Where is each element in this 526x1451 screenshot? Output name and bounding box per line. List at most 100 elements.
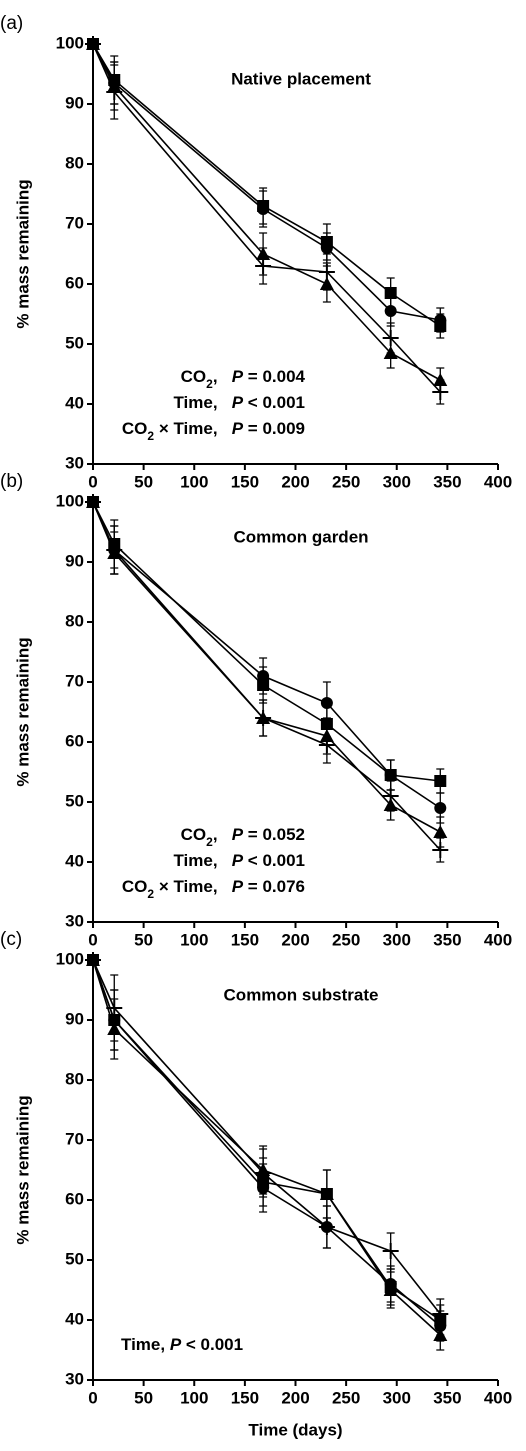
marker-triangle [383, 1283, 398, 1296]
y-tick-label: 60 [65, 731, 84, 750]
marker-cross [106, 1000, 123, 1016]
marker-triangle [319, 1187, 334, 1200]
marker-cross [318, 264, 335, 280]
marker-cross [255, 1165, 272, 1181]
series-line [92, 501, 441, 782]
marker-circle [257, 670, 270, 682]
y-tick-label: 100 [56, 949, 84, 968]
annotation: Time, P < 0.001 [121, 1335, 243, 1354]
annotation: Time, P < 0.001 [173, 851, 305, 870]
marker-circle [384, 305, 397, 317]
annotation: CO2 × Time, P = 0.076 [122, 877, 305, 901]
marker-cross [432, 842, 449, 858]
y-tick-label: 80 [65, 611, 84, 630]
y-tick-label: 40 [65, 393, 84, 412]
annotation-part: P [232, 825, 244, 844]
annotation: CO2, P = 0.004 [181, 367, 306, 391]
annotation-part: 2 [206, 377, 213, 391]
annotation-part: CO [181, 367, 207, 386]
annotation-part: P [232, 393, 244, 412]
y-tick-label: 40 [65, 851, 84, 870]
marker-circle [320, 697, 333, 709]
marker-triangle [433, 1328, 448, 1341]
marker-cross [382, 1243, 399, 1259]
marker-cross [85, 36, 101, 52]
marker-cross [382, 788, 399, 804]
x-tick-label: 0 [88, 472, 97, 491]
y-tick-label: 100 [56, 491, 84, 510]
series-line [92, 43, 441, 393]
y-tick-label: 60 [65, 1189, 84, 1208]
x-tick-label: 300 [383, 930, 411, 949]
marker-circle [384, 769, 397, 781]
x-tick-label: 150 [231, 1388, 259, 1407]
annotation-part: Time, [121, 1335, 170, 1354]
marker-cross [432, 384, 449, 400]
y-tick-label: 80 [65, 1069, 84, 1088]
series-line [92, 959, 441, 1336]
x-tick-label: 200 [281, 472, 309, 491]
marker-cross [255, 710, 272, 726]
annotation: CO2, P = 0.052 [181, 825, 305, 849]
annotation-part: , [213, 367, 232, 386]
y-tick-label: 90 [65, 551, 84, 570]
series-line [92, 501, 441, 851]
x-tick-label: 400 [484, 472, 512, 491]
marker-triangle [433, 825, 448, 838]
annotation-part: = 0.052 [243, 825, 305, 844]
y-tick-label: 30 [65, 453, 84, 472]
x-tick-label: 400 [484, 930, 512, 949]
y-tick-label: 70 [65, 671, 84, 690]
marker-cross [318, 1219, 335, 1235]
x-tick-label: 0 [88, 1388, 97, 1407]
y-tick-label: 70 [65, 1129, 84, 1148]
x-tick-label: 0 [88, 930, 97, 949]
annotation-part: < 0.001 [243, 393, 305, 412]
series-line [92, 43, 441, 321]
annotation-part: < 0.001 [243, 851, 305, 870]
panel-title: Native placement [231, 69, 371, 88]
x-tick-label: 300 [383, 1388, 411, 1407]
y-tick-label: 50 [65, 1249, 84, 1268]
marker-circle [434, 314, 447, 326]
annotation-part: = 0.076 [243, 877, 305, 896]
panel-label: (c) [0, 929, 22, 950]
x-tick-label: 50 [134, 930, 153, 949]
y-tick-label: 60 [65, 273, 84, 292]
panel-title: Common garden [233, 527, 368, 546]
marker-cross [106, 542, 123, 558]
annotation-part: 2 [206, 835, 213, 849]
annotation-part: , [213, 825, 232, 844]
annotation: CO2 × Time, P = 0.009 [122, 419, 305, 443]
x-tick-label: 50 [134, 1388, 153, 1407]
annotation-part: CO [181, 825, 207, 844]
x-tick-label: 100 [180, 1388, 208, 1407]
x-tick-label: 250 [332, 1388, 360, 1407]
annotation-part: P [232, 851, 244, 870]
annotation-part: × Time, [154, 877, 232, 896]
x-tick-label: 250 [332, 472, 360, 491]
y-axis-label: % mass remaining [13, 637, 32, 786]
marker-circle [257, 203, 270, 215]
annotation: Time, P < 0.001 [173, 393, 305, 412]
x-tick-label: 350 [433, 930, 461, 949]
y-tick-label: 90 [65, 1009, 84, 1028]
y-tick-label: 70 [65, 213, 84, 232]
annotation-part: × Time, [154, 419, 232, 438]
annotation-part: P [232, 877, 244, 896]
series-line [92, 501, 441, 833]
x-tick-label: 200 [281, 1388, 309, 1407]
annotation-part: = 0.004 [243, 367, 305, 386]
annotation-part: < 0.001 [181, 1335, 243, 1354]
marker-cross [318, 737, 335, 753]
x-tick-label: 150 [231, 472, 259, 491]
marker-square [434, 775, 447, 787]
series-line [92, 959, 441, 1315]
y-tick-label: 40 [65, 1309, 84, 1328]
x-tick-label: 350 [433, 1388, 461, 1407]
y-tick-label: 80 [65, 153, 84, 172]
annotation-part: CO [122, 877, 148, 896]
y-axis-label: % mass remaining [13, 1095, 32, 1244]
annotation-part: = 0.009 [243, 419, 305, 438]
